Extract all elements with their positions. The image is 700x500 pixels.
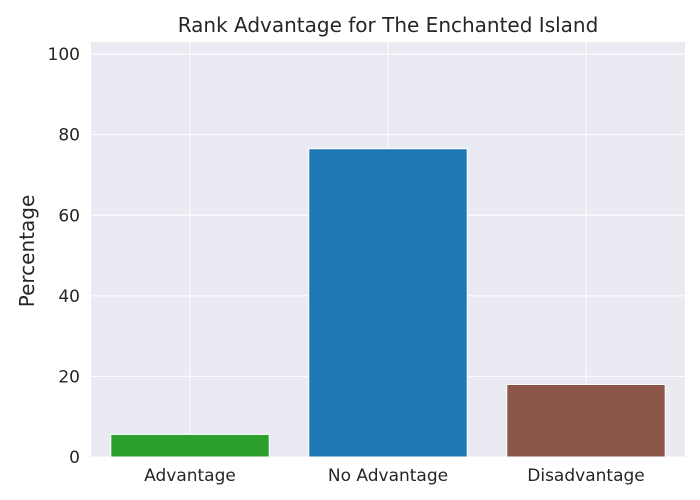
chart-title: Rank Advantage for The Enchanted Island — [178, 13, 599, 37]
bars — [110, 148, 666, 458]
x-tick-label: Advantage — [144, 466, 236, 486]
y-tick-label: 100 — [48, 45, 80, 65]
y-tick-label: 20 — [58, 367, 80, 387]
y-tick-labels: 0 20 40 60 80 100 — [48, 45, 80, 468]
x-tick-labels: Advantage No Advantage Disadvantage — [144, 466, 645, 486]
x-tick-label: Disadvantage — [527, 466, 644, 486]
y-tick-label: 40 — [58, 287, 80, 307]
bar-advantage — [110, 433, 270, 458]
bar-no-advantage — [308, 148, 468, 458]
x-tick-label: No Advantage — [328, 466, 448, 486]
y-tick-label: 80 — [58, 126, 80, 146]
y-tick-label: 60 — [58, 206, 80, 226]
y-tick-label: 0 — [69, 448, 80, 468]
bar-disadvantage — [506, 383, 666, 458]
y-axis-label: Percentage — [15, 195, 39, 308]
